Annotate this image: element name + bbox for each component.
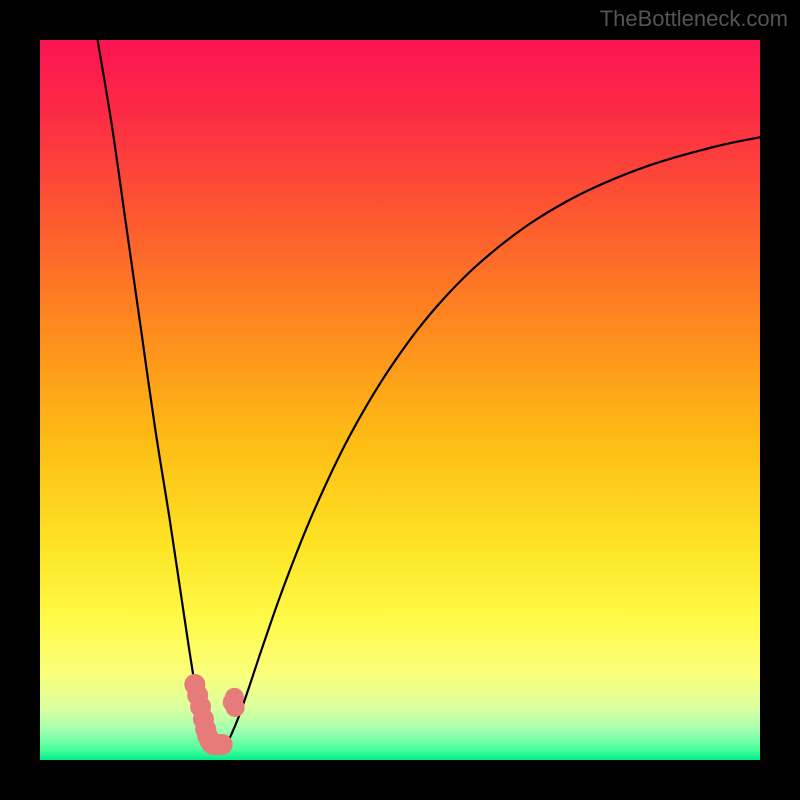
chart-container: TheBottleneck.com <box>0 0 800 800</box>
attribution-text: TheBottleneck.com <box>600 6 788 32</box>
plot-background-gradient <box>40 40 760 760</box>
bottleneck-chart-svg <box>0 0 800 800</box>
